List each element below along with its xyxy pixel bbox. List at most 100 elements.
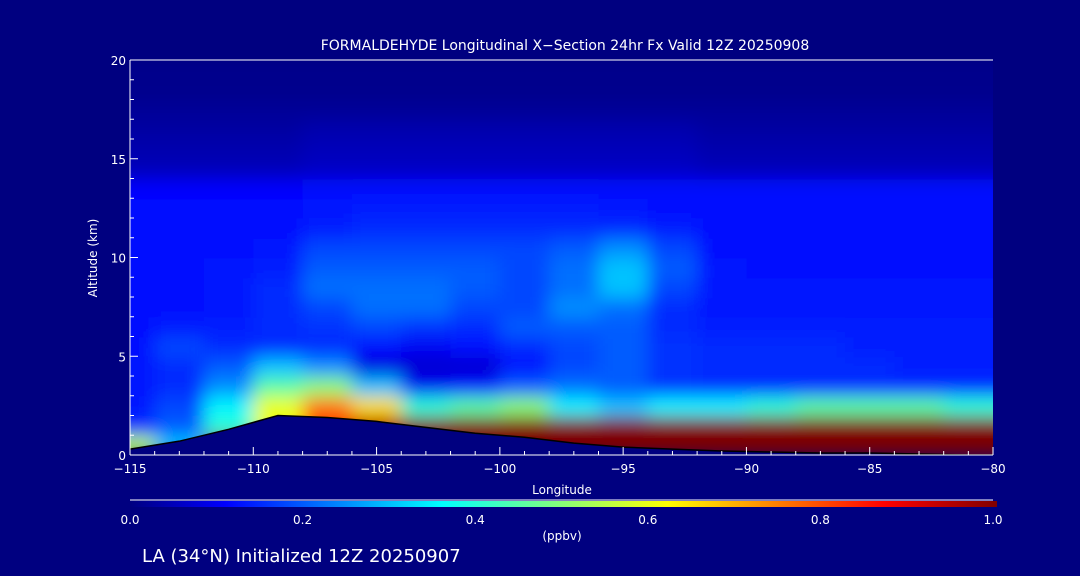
heatmap-cell [943, 99, 993, 121]
heatmap-cell [795, 158, 847, 180]
terrain [130, 414, 993, 455]
heatmap-cell [154, 395, 205, 417]
heatmap-cell [598, 60, 649, 81]
heatmap-cell [351, 60, 403, 81]
heatmap-cell [943, 257, 993, 279]
heatmap-cell [351, 356, 403, 377]
heatmap-cell [351, 237, 403, 259]
heatmap-cell [450, 198, 501, 219]
heatmap-cell [795, 79, 847, 101]
heatmap-cell [401, 178, 452, 200]
colorbar-tick-label: 0.4 [466, 513, 485, 527]
heatmap-cell [647, 99, 699, 121]
heatmap-cell [746, 99, 797, 121]
heatmap-cell [450, 218, 501, 239]
heatmap-cell [697, 60, 748, 81]
heatmap-cell [351, 257, 403, 279]
heatmap-cell [130, 218, 156, 239]
heatmap-cell [302, 316, 353, 338]
heatmap-cell [499, 376, 551, 397]
heatmap-cell [401, 119, 452, 140]
chart-title: FORMALDEHYDE Longitudinal X−Section 24hr… [321, 38, 810, 54]
heatmap-cell [154, 356, 205, 377]
heatmap-cell [697, 178, 748, 200]
heatmap-cell [499, 218, 551, 239]
heatmap-cell [302, 237, 353, 259]
heatmap-cell [647, 415, 699, 437]
colorbar-label: (ppbv) [542, 529, 581, 543]
heatmap-cell [845, 316, 896, 338]
heatmap-cell [253, 395, 304, 417]
heatmap-cell [351, 218, 403, 239]
heatmap-cell [746, 277, 797, 298]
heatmap-cell [302, 376, 353, 397]
heatmap-cell [943, 158, 993, 180]
heatmap-cell [401, 60, 452, 81]
heatmap-cell [943, 79, 993, 101]
heatmap-cell [351, 376, 403, 397]
heatmap-cell [943, 119, 993, 140]
heatmap-cell [845, 178, 896, 200]
heatmap-cell [647, 257, 699, 279]
heatmap-cell [203, 218, 255, 239]
y-tick-label: 15 [111, 153, 126, 167]
heatmap-cell [302, 119, 353, 140]
heatmap-cell [253, 376, 304, 397]
heatmap-cell [203, 336, 255, 358]
heatmap-cell [302, 277, 353, 298]
heatmap-cell [499, 395, 551, 417]
heatmap-cell [795, 336, 847, 358]
heatmap-cell [549, 198, 600, 219]
x-tick-label: −95 [610, 462, 635, 476]
heatmap-cell [154, 139, 205, 160]
heatmap-cell [549, 395, 600, 417]
heatmap-cell [203, 376, 255, 397]
heatmap-cell [499, 79, 551, 101]
heatmap-cell [351, 316, 403, 338]
heatmap-cell [598, 99, 649, 121]
heatmap-cell [746, 356, 797, 377]
heatmap-cell [894, 415, 945, 437]
heatmap-cell [450, 139, 501, 160]
heatmap-cell [943, 277, 993, 298]
heatmap-cell [154, 336, 205, 358]
heatmap-cell [302, 99, 353, 121]
x-tick-label: −80 [980, 462, 1005, 476]
heatmap-cell [351, 119, 403, 140]
footer-text: LA (34°N) Initialized 12Z 20250907 [142, 546, 461, 567]
heatmap-cell [154, 79, 205, 101]
heatmap-cell [154, 60, 205, 81]
heatmap-cell [253, 119, 304, 140]
heatmap-cell [647, 356, 699, 377]
heatmap-cell [943, 198, 993, 219]
colorbar-tick-label: 0.0 [120, 513, 139, 527]
heatmap-cell [450, 376, 501, 397]
heatmap-cell [253, 237, 304, 259]
heatmap-cell [302, 178, 353, 200]
heatmap-cell [647, 139, 699, 160]
heatmap-cell [894, 395, 945, 417]
heatmap-cell [894, 237, 945, 259]
heatmap-cell [549, 277, 600, 298]
heatmap-cell [746, 435, 797, 455]
heatmap-cell [598, 79, 649, 101]
heatmap-cell [894, 218, 945, 239]
heatmap-cell [697, 336, 748, 358]
x-tick-label: −110 [237, 462, 270, 476]
heatmap-cell [549, 158, 600, 180]
heatmap-cell [845, 237, 896, 259]
heatmap-cell [894, 277, 945, 298]
heatmap-cell [795, 237, 847, 259]
heatmap-cell [154, 198, 205, 219]
heatmap-cell [351, 139, 403, 160]
heatmap-cell [203, 257, 255, 279]
heatmap-cell [549, 297, 600, 318]
heatmap-cell [845, 119, 896, 140]
heatmap-cell [894, 376, 945, 397]
heatmap-cell [647, 316, 699, 338]
heatmap-cell [401, 376, 452, 397]
heatmap-cell [450, 79, 501, 101]
heatmap-cell [697, 139, 748, 160]
heatmap-cell [351, 277, 403, 298]
heatmap-cell [302, 257, 353, 279]
